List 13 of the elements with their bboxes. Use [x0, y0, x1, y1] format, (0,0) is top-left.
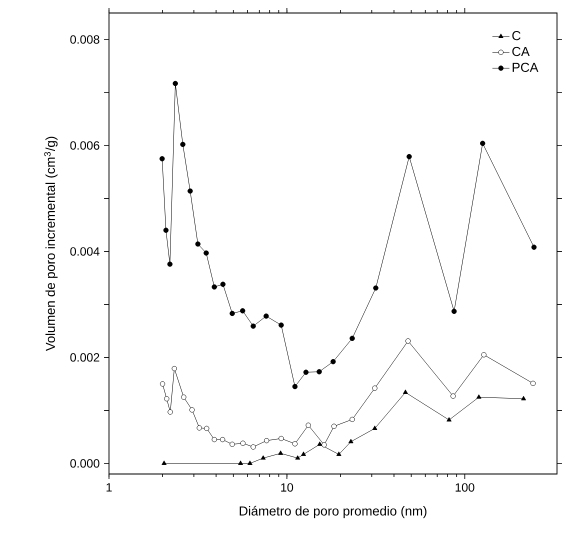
x-tick-label: 10	[281, 483, 294, 492]
y-tick-label: 0.004	[70, 247, 100, 256]
legend-label: C	[512, 31, 521, 40]
y-tick-label: 0.008	[70, 35, 100, 44]
y-axis-title: Volumen de poro incremental (cm$^{3}$/g)	[44, 136, 58, 351]
legend-label: PCA	[512, 62, 538, 72]
x-tick-label: 100	[456, 483, 474, 492]
y-tick-label: 0.002	[70, 353, 100, 362]
x-tick-label: 1	[106, 483, 112, 492]
legend-label: CA	[512, 46, 530, 56]
x-axis-title: Diámetro de poro promedio (nm)	[240, 506, 426, 518]
y-tick-label: 0.000	[70, 459, 100, 468]
y-tick-label: 0.006	[70, 141, 100, 150]
